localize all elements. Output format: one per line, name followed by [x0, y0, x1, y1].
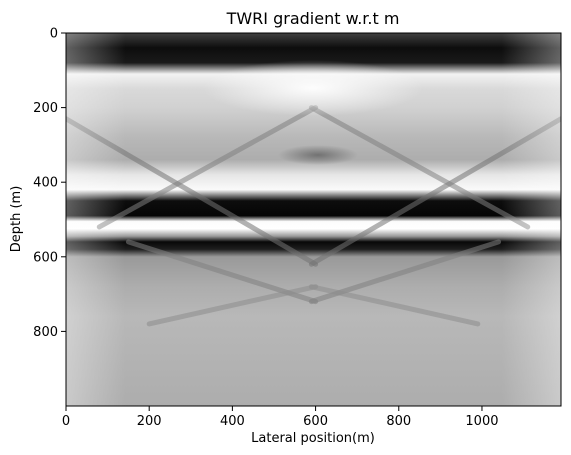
x-tick-label-0: 0 — [62, 414, 70, 429]
y-tick-label-600: 600 — [33, 250, 58, 265]
x-axis-label: Lateral position(m) — [251, 431, 375, 446]
y-tick-label-0: 0 — [50, 27, 58, 42]
y-tick-label-800: 800 — [33, 325, 58, 340]
x-tick-label-200: 200 — [137, 414, 162, 429]
x-tick-label-1000: 1000 — [465, 414, 498, 429]
x-tick-label-800: 800 — [386, 414, 411, 429]
y-axis-label: Depth (m) — [9, 186, 24, 253]
x-tick-label-600: 600 — [303, 414, 328, 429]
plot-frame — [65, 32, 562, 407]
plot-area — [66, 33, 561, 406]
y-tick-label-200: 200 — [33, 101, 58, 116]
y-axis: 0 200 400 600 800 — [33, 27, 66, 340]
x-tick-label-400: 400 — [220, 414, 245, 429]
y-tick-label-400: 400 — [33, 176, 58, 191]
x-axis: 0 200 400 600 800 1000 — [62, 406, 499, 429]
chart-title: TWRI gradient w.r.t m — [226, 9, 400, 28]
edge-fade — [66, 33, 561, 406]
